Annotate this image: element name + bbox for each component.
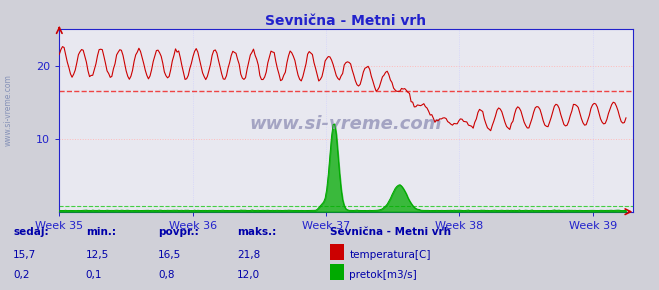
Text: pretok[m3/s]: pretok[m3/s] [349,270,417,280]
Text: 0,8: 0,8 [158,270,175,280]
Text: 16,5: 16,5 [158,250,181,260]
Text: 12,0: 12,0 [237,270,260,280]
Text: Sevnična - Metni vrh: Sevnična - Metni vrh [330,227,451,237]
Text: 21,8: 21,8 [237,250,260,260]
Title: Sevnična - Metni vrh: Sevnična - Metni vrh [266,14,426,28]
Text: 0,1: 0,1 [86,270,102,280]
Text: povpr.:: povpr.: [158,227,199,237]
Text: maks.:: maks.: [237,227,277,237]
Text: www.si-vreme.com: www.si-vreme.com [250,115,442,133]
Text: min.:: min.: [86,227,116,237]
Text: www.si-vreme.com: www.si-vreme.com [4,74,13,146]
Text: sedaj:: sedaj: [13,227,49,237]
Text: 15,7: 15,7 [13,250,36,260]
Text: temperatura[C]: temperatura[C] [349,250,431,260]
Text: 0,2: 0,2 [13,270,30,280]
Text: 12,5: 12,5 [86,250,109,260]
